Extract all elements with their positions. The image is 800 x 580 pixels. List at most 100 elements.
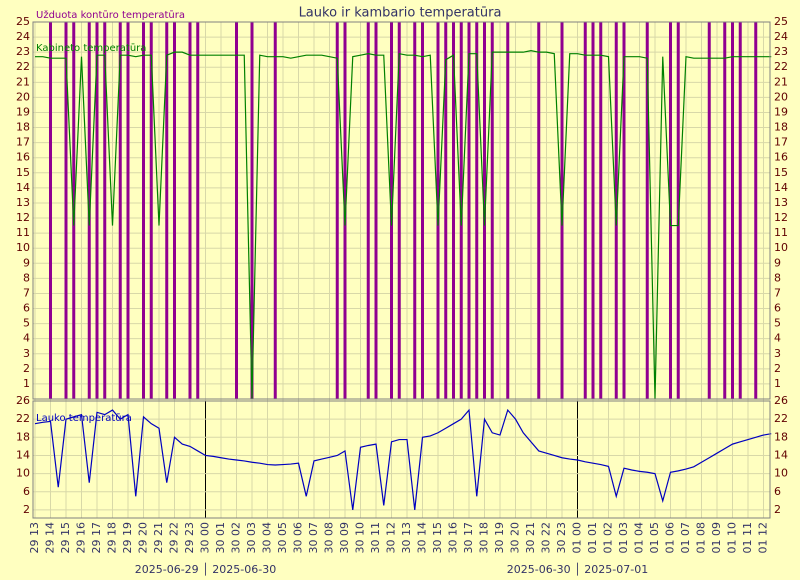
series-line [35, 50, 772, 400]
y-tick-label: 20 [16, 90, 30, 103]
x-tick-label: 30 10 [354, 522, 367, 554]
x-tick-label: 30 16 [447, 522, 460, 554]
pulse-bar [87, 22, 91, 399]
pulse-bar [467, 22, 471, 399]
x-tick-label: 30 21 [524, 522, 537, 554]
y-tick-label-right: 18 [774, 430, 788, 443]
y-tick-label: 14 [16, 448, 30, 461]
y-tick-label: 15 [16, 166, 30, 179]
y-tick-label-right: 22 [774, 60, 788, 73]
y-tick-label-right: 19 [774, 105, 788, 118]
pulse-bar [459, 22, 463, 399]
x-tick-label: 29 15 [59, 522, 72, 554]
pulse-bar [165, 22, 169, 399]
pulse-bar [72, 22, 76, 399]
pulse-bar [126, 22, 130, 399]
pulse-bar [537, 22, 541, 399]
y-tick-label: 19 [16, 105, 30, 118]
pulse-bar [591, 22, 595, 399]
x-tick-label: 29 13 [28, 522, 41, 554]
x-tick-label: 29 20 [137, 522, 150, 554]
y-tick-label: 8 [23, 271, 30, 284]
x-tick-label: 30 12 [385, 522, 398, 554]
y-tick-label: 9 [23, 256, 30, 269]
y-tick-label-right: 11 [774, 226, 788, 239]
y-tick-label-right: 15 [774, 166, 788, 179]
y-tick-label: 11 [16, 226, 30, 239]
pulse-bar [506, 22, 510, 399]
y-tick-label: 6 [23, 485, 30, 498]
pulse-bar [142, 22, 145, 399]
pulse-bar [49, 22, 52, 399]
x-tick-label: 30 08 [323, 522, 336, 554]
x-tick-label: 29 18 [106, 522, 119, 554]
y-tick-label-right: 20 [774, 90, 788, 103]
pulse-bar [64, 22, 68, 399]
x-tick-label: 29 16 [75, 522, 88, 554]
pulse-bar [103, 22, 107, 399]
pulse-bar [196, 22, 200, 399]
pulse-bar [645, 22, 649, 399]
y-tick-label-right: 12 [774, 211, 788, 224]
y-tick-label: 25 [16, 15, 30, 28]
y-tick-label: 4 [23, 332, 30, 345]
pulse-bar [390, 22, 393, 399]
pulse-bar [273, 22, 277, 399]
x-tick-label: 30 04 [261, 522, 274, 554]
x-tick-label: 01 04 [633, 522, 646, 554]
x-tick-label: 30 03 [245, 522, 258, 554]
panel-frame [32, 21, 771, 400]
y-tick-label: 3 [23, 347, 30, 360]
y-tick-label: 1 [23, 377, 30, 390]
pulse-bar [173, 22, 176, 399]
y-tick-label-right: 14 [774, 181, 788, 194]
y-tick-label-right: 14 [774, 448, 788, 461]
y-tick-label-right: 2 [774, 503, 781, 516]
y-tick-label: 14 [16, 181, 30, 194]
pulse-bar [444, 22, 448, 399]
pulse-bar [707, 22, 711, 399]
x-tick-label: 30 22 [540, 522, 553, 554]
pulse-bar [669, 22, 672, 399]
pulse-bar [614, 22, 618, 399]
pulse-bar [413, 22, 417, 399]
y-tick-label: 26 [16, 394, 30, 407]
y-tick-label: 18 [16, 430, 30, 443]
legend-entry: Užduota kontūro temperatūra [36, 9, 185, 21]
pulse-bar [452, 22, 455, 399]
y-tick-label: 23 [16, 45, 30, 58]
date-label: 2025-06-29 │ 2025-06-30 [135, 562, 276, 576]
x-tick-label: 01 02 [602, 522, 615, 554]
y-tick-label-right: 26 [774, 394, 788, 407]
y-tick-label: 10 [16, 467, 30, 480]
x-tick-label: 30 02 [230, 522, 243, 554]
x-tick-label: 30 20 [509, 522, 522, 554]
pulse-bar [723, 22, 727, 399]
x-tick-label: 01 01 [586, 522, 599, 554]
pulse-bar [560, 22, 564, 399]
y-tick-label-right: 8 [774, 271, 781, 284]
pulse-bar [421, 22, 424, 399]
pulse-bar [118, 22, 122, 399]
y-tick-label-right: 17 [774, 136, 788, 149]
x-tick-label: 01 10 [726, 522, 739, 554]
pulse-bar [599, 22, 603, 399]
x-tick-label: 30 06 [292, 522, 305, 554]
y-tick-label-right: 13 [774, 196, 788, 209]
x-tick-label: 30 05 [276, 522, 289, 554]
y-tick-label-right: 25 [774, 15, 788, 28]
y-tick-label-right: 6 [774, 485, 781, 498]
pulse-bar [436, 22, 440, 399]
x-tick-label: 30 09 [338, 522, 351, 554]
y-tick-label-right: 22 [774, 412, 788, 425]
x-tick-label: 30 11 [369, 522, 382, 554]
y-tick-label: 22 [16, 60, 30, 73]
x-tick-label: 29 17 [90, 522, 103, 554]
x-tick-label: 01 11 [741, 522, 754, 554]
x-tick-label: 30 19 [493, 522, 506, 554]
y-tick-label: 16 [16, 151, 30, 164]
pulse-bar [235, 22, 238, 399]
x-tick-label: 01 05 [648, 522, 661, 554]
y-tick-label-right: 23 [774, 45, 788, 58]
